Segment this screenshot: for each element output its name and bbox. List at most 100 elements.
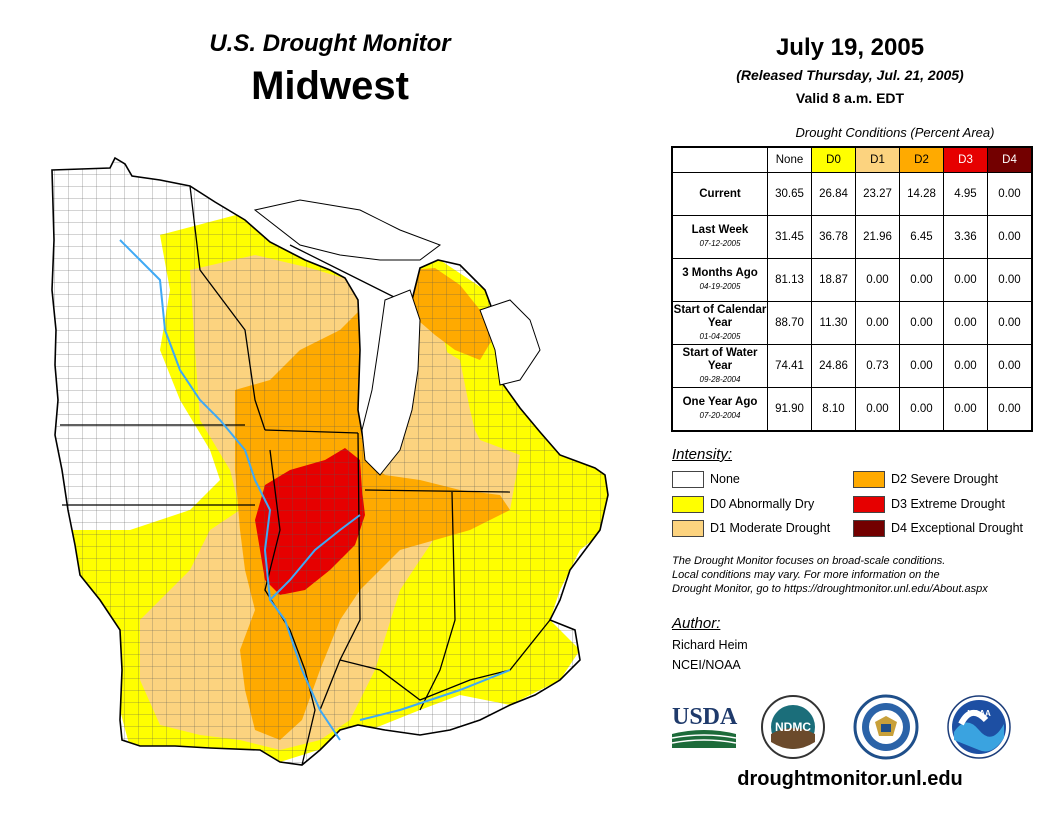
ohio-river xyxy=(359,669,511,721)
note-line: The Drought Monitor focuses on broad-sca… xyxy=(672,555,946,567)
author-name: Richard Heim xyxy=(672,638,748,652)
row-date: 07-20-2004 xyxy=(699,411,741,420)
col-d1: D1 xyxy=(855,146,900,173)
map-date: July 19, 2005 xyxy=(775,34,925,61)
commerce-seal xyxy=(853,694,919,760)
cell: 0.00 xyxy=(943,387,988,432)
legend-item-d1: D1 Moderate Drought xyxy=(672,519,831,538)
legend-item-none: None xyxy=(672,470,740,489)
in-mi-border xyxy=(364,489,511,493)
cell: 11.30 xyxy=(811,301,856,345)
region-title: Midwest xyxy=(251,64,409,108)
usda-logo-text: USDA xyxy=(672,704,738,730)
lake-superior xyxy=(253,199,442,261)
legend-swatch xyxy=(672,471,704,489)
table-row: One Year Ago 07-20-2004 91.90 8.10 0.00 0… xyxy=(671,387,1033,432)
author-org: NCEI/NOAA xyxy=(672,658,741,672)
table-row: Current 30.65 26.84 23.27 14.28 4.95 0.0… xyxy=(671,172,1033,216)
program-title: U.S. Drought Monitor xyxy=(209,30,451,57)
table-row: Start of Water Year 09-28-2004 74.41 24.8… xyxy=(671,344,1033,388)
cell: 6.45 xyxy=(899,215,944,259)
cell: 0.00 xyxy=(855,301,900,345)
cell: 0.00 xyxy=(943,258,988,302)
row-label: One Year Ago xyxy=(682,396,758,408)
lake-michigan xyxy=(361,289,421,476)
cell: 74.41 xyxy=(767,344,812,388)
legend-swatch xyxy=(853,496,885,514)
in-oh-border xyxy=(419,491,456,711)
cell: 18.87 xyxy=(811,258,856,302)
row-label: 3 Months Ago xyxy=(682,267,758,279)
cell: 0.00 xyxy=(855,258,900,302)
ndmc-logo: NDMC xyxy=(761,695,825,759)
cell: 23.27 xyxy=(855,172,900,216)
row-date: 07-12-2005 xyxy=(699,239,741,248)
cell: 0.00 xyxy=(899,387,944,432)
legend-item-d4: D4 Exceptional Drought xyxy=(853,519,1024,538)
note-line: Drought Monitor, go to https://droughtmo… xyxy=(672,583,988,595)
cell: 24.86 xyxy=(811,344,856,388)
cell: 4.95 xyxy=(943,172,988,216)
table-row: Last Week 07-12-2005 31.45 36.78 21.96 6.… xyxy=(671,215,1033,259)
cell: 0.00 xyxy=(987,387,1033,432)
legend-item-d0: D0 Abnormally Dry xyxy=(672,495,814,514)
row-label: Current xyxy=(699,187,741,200)
table-row: 3 Months Ago 04-19-2005 81.13 18.87 0.00 … xyxy=(671,258,1033,302)
website-link[interactable]: droughtmonitor.unl.edu xyxy=(737,768,963,790)
legend-label: D2 Severe Drought xyxy=(891,472,999,486)
col-d0: D0 xyxy=(811,146,856,173)
cell: 14.28 xyxy=(899,172,944,216)
legend-swatch xyxy=(672,520,704,538)
cell: 36.78 xyxy=(811,215,856,259)
ohio-river-border xyxy=(339,619,551,701)
mn-wi-border xyxy=(189,185,266,431)
state-boundaries xyxy=(51,157,609,766)
row-label: Start of Calendar Year xyxy=(673,303,767,329)
table-row: Start of Calendar Year 01-04-2005 88.70 1… xyxy=(671,301,1033,345)
legend-label: D3 Extreme Drought xyxy=(891,497,1005,511)
cell: 3.36 xyxy=(943,215,988,259)
cell: 30.65 xyxy=(767,172,812,216)
cell: 0.00 xyxy=(899,344,944,388)
cell: 0.00 xyxy=(987,172,1033,216)
noaa-logo-text: NOAA xyxy=(967,709,991,718)
cell: 0.00 xyxy=(943,344,988,388)
valid-time: Valid 8 a.m. EDT xyxy=(795,90,905,106)
ndmc-logo-text: NDMC xyxy=(775,720,811,734)
table-caption: Drought Conditions (Percent Area) xyxy=(795,125,995,140)
cell: 91.90 xyxy=(767,387,812,432)
author-heading: Author: xyxy=(672,615,721,632)
cell: 31.45 xyxy=(767,215,812,259)
row-label: Start of Water Year xyxy=(682,346,758,372)
legend-swatch xyxy=(672,496,704,514)
illinois-river xyxy=(269,514,361,601)
row-date: 09-28-2004 xyxy=(699,374,741,384)
legend-swatch xyxy=(853,520,885,538)
col-none: None xyxy=(767,146,812,173)
legend-item-d3: D3 Extreme Drought xyxy=(853,495,1005,514)
cell: 88.70 xyxy=(767,301,812,345)
legend-title: Intensity: xyxy=(672,446,733,463)
cell: 21.96 xyxy=(855,215,900,259)
cell: 0.00 xyxy=(987,344,1033,388)
legend-swatch xyxy=(853,471,885,489)
mississippi-river xyxy=(119,239,341,741)
mo-il-border xyxy=(264,449,316,766)
legend-label: D1 Moderate Drought xyxy=(710,521,831,535)
usda-logo: USDA xyxy=(671,704,738,748)
release-date: (Released Thursday, Jul. 21, 2005) xyxy=(736,67,964,83)
cell: 81.13 xyxy=(767,258,812,302)
legend-label: D4 Exceptional Drought xyxy=(891,521,1024,535)
col-d2: D2 xyxy=(899,146,944,173)
drought-table: None D0 D1 D2 D3 D4 Current 30.65 26.84 … xyxy=(671,146,1033,432)
noaa-logo: NOAA xyxy=(947,695,1011,759)
cell: 0.00 xyxy=(987,258,1033,302)
cell: 0.00 xyxy=(987,301,1033,345)
cell: 26.84 xyxy=(811,172,856,216)
wi-il-border xyxy=(264,429,359,434)
lake-huron xyxy=(479,299,541,386)
cell: 0.73 xyxy=(855,344,900,388)
note-line: Local conditions may vary. For more info… xyxy=(672,569,940,581)
info-note: The Drought Monitor focuses on broad-sca… xyxy=(672,554,1042,596)
legend-label: None xyxy=(710,472,740,486)
